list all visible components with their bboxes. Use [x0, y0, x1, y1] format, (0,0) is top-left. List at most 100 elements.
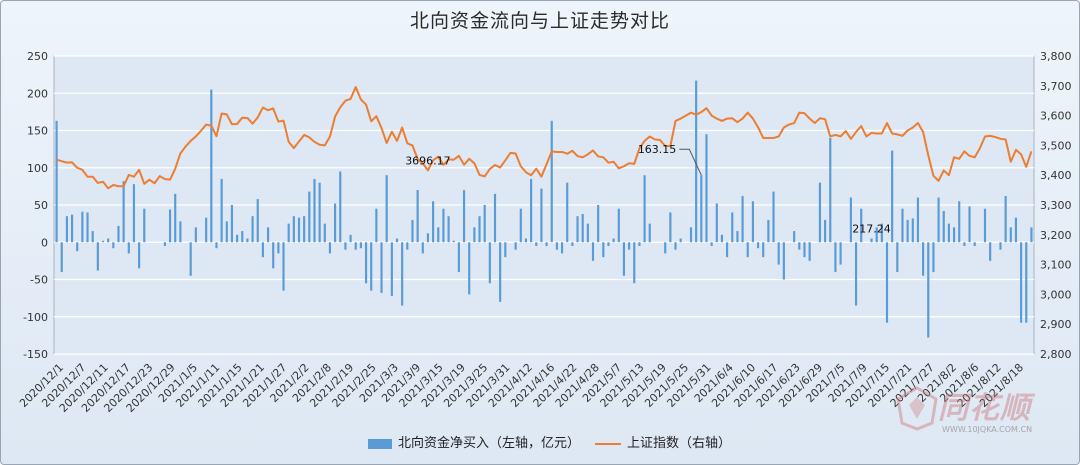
- bar: [1014, 217, 1018, 243]
- bar: [256, 199, 259, 243]
- bar: [710, 242, 713, 246]
- bar: [937, 197, 940, 243]
- bar: [370, 242, 373, 291]
- bar: [983, 208, 987, 243]
- bar: [375, 208, 378, 243]
- bar: [432, 201, 435, 243]
- bar: [973, 242, 976, 246]
- bar: [958, 201, 961, 243]
- bar: [782, 242, 785, 280]
- bar: [230, 205, 234, 243]
- bar: [163, 242, 166, 246]
- bar: [493, 193, 497, 243]
- bar: [339, 171, 342, 243]
- bar: [942, 210, 945, 243]
- bar: [127, 242, 130, 254]
- legend-line-swatch: [595, 442, 621, 445]
- bar: [571, 242, 574, 246]
- bar: [695, 80, 698, 243]
- bar: [101, 240, 105, 243]
- bar: [581, 213, 584, 243]
- bar: [746, 242, 749, 258]
- bar: [168, 209, 172, 243]
- bar: [60, 242, 63, 273]
- bar: [720, 234, 724, 243]
- bar: [535, 242, 538, 246]
- bar: [906, 219, 909, 243]
- bar: [540, 188, 543, 243]
- bar: [246, 238, 249, 243]
- bar: [705, 134, 708, 243]
- bar: [952, 227, 956, 243]
- bar: [849, 197, 852, 243]
- bar: [478, 216, 481, 243]
- bar: [803, 242, 806, 258]
- bar: [741, 196, 744, 243]
- bar: [277, 242, 280, 254]
- bar: [607, 242, 610, 246]
- bar: [1004, 196, 1007, 243]
- bar: [499, 242, 502, 302]
- bar: [179, 221, 182, 243]
- bar: [359, 242, 362, 249]
- bar: [174, 193, 177, 243]
- bar: [416, 190, 419, 243]
- bar: [112, 242, 115, 249]
- y-left-tick-label: 50: [34, 199, 48, 212]
- bar: [932, 242, 935, 273]
- y-left-tick-label: -150: [23, 348, 48, 361]
- bar: [194, 227, 197, 243]
- y-right-tick-label: 3,700: [1040, 80, 1072, 93]
- bar: [679, 238, 682, 243]
- bar: [483, 205, 486, 243]
- bar: [323, 223, 326, 243]
- bar: [715, 203, 718, 243]
- bar: [751, 201, 754, 243]
- bar: [251, 216, 254, 243]
- bar: [519, 208, 522, 243]
- bar: [1020, 242, 1023, 323]
- bar: [215, 242, 218, 249]
- chart-title: 北向资金流向与上证走势对比: [409, 10, 670, 32]
- bar: [560, 242, 564, 254]
- bar: [643, 175, 646, 243]
- bar: [1025, 242, 1028, 323]
- legend-item-bars: 北向资金净买入（左轴，亿元）: [368, 432, 580, 456]
- bar: [385, 175, 388, 243]
- bar: [524, 238, 528, 243]
- bar: [824, 219, 827, 243]
- bar: [622, 242, 626, 276]
- bar: [947, 223, 950, 243]
- bar: [282, 242, 285, 291]
- bar: [395, 238, 399, 243]
- bar: [736, 231, 739, 243]
- bar: [999, 242, 1002, 250]
- bar: [76, 242, 79, 252]
- bar: [885, 242, 889, 323]
- y-right-tick-label: 3,200: [1040, 229, 1072, 242]
- bar: [189, 242, 192, 276]
- bar: [772, 191, 775, 243]
- bar: [700, 175, 703, 243]
- bar: [602, 242, 605, 258]
- bar: [122, 181, 125, 243]
- annotation-leader: [679, 148, 702, 176]
- annotation-label: 163.15: [638, 143, 677, 156]
- legend-bar-swatch: [368, 438, 392, 449]
- bar: [612, 238, 615, 243]
- y-right-tick-label: 3,400: [1040, 169, 1072, 182]
- bar: [911, 218, 914, 243]
- bar: [132, 184, 136, 243]
- bar: [457, 242, 460, 273]
- legend-bar-label: 北向资金净买入（左轴，亿元）: [398, 436, 581, 451]
- bar: [313, 178, 316, 243]
- legend-item-line: 上证指数（右轴）: [595, 432, 731, 456]
- y-right-tick-label: 3,000: [1040, 288, 1072, 301]
- bar: [364, 242, 368, 284]
- bar: [648, 223, 651, 243]
- bar: [545, 242, 548, 246]
- bar: [829, 137, 832, 243]
- bar: [468, 242, 471, 295]
- bar: [633, 242, 636, 284]
- bar: [550, 120, 553, 243]
